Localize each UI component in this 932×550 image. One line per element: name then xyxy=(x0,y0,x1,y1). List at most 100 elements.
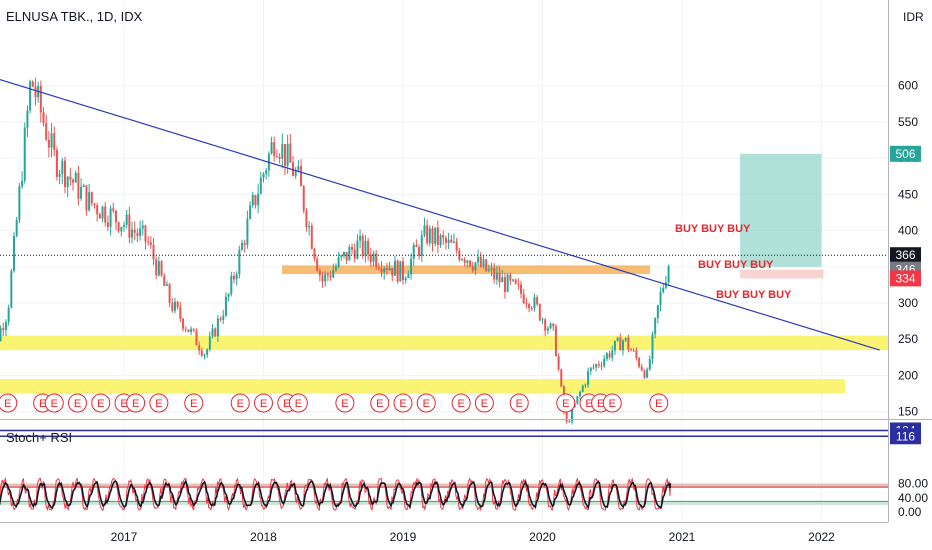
candle-body xyxy=(439,235,442,245)
candle-body xyxy=(345,251,348,261)
candle-body xyxy=(149,242,152,245)
candle-body xyxy=(667,266,670,283)
candle-body xyxy=(334,266,337,271)
candle-body xyxy=(597,364,600,366)
earnings-icon[interactable] xyxy=(474,393,494,413)
candle-body xyxy=(85,185,88,211)
candle-body xyxy=(53,133,56,151)
candle-body xyxy=(214,328,217,337)
candle-body xyxy=(635,350,638,359)
earnings-icon[interactable] xyxy=(0,393,18,413)
candle-body xyxy=(396,260,399,282)
earnings-icon[interactable] xyxy=(556,393,576,413)
stop-box[interactable] xyxy=(740,269,824,279)
candle-body xyxy=(171,302,174,311)
earnings-icon[interactable] xyxy=(126,393,146,413)
earnings-icon[interactable] xyxy=(370,393,390,413)
candle-body xyxy=(356,240,359,259)
candle-body xyxy=(359,235,362,241)
candle-body xyxy=(544,319,547,331)
candle-body xyxy=(15,219,18,236)
candle-body xyxy=(410,258,413,275)
candle-body xyxy=(305,210,308,228)
earnings-icon[interactable] xyxy=(230,393,250,413)
candle-body xyxy=(192,328,195,331)
candle-body xyxy=(533,297,536,309)
candle-body xyxy=(385,268,388,271)
earnings-icon[interactable] xyxy=(149,393,169,413)
candle-body xyxy=(466,260,469,263)
candle-body xyxy=(283,144,286,166)
earnings-icon[interactable] xyxy=(649,393,669,413)
candle-body xyxy=(442,235,445,238)
candle-body xyxy=(324,273,327,282)
candle-layer xyxy=(0,77,670,425)
candle-body xyxy=(241,242,244,250)
earnings-icon[interactable] xyxy=(44,393,64,413)
earnings-icon[interactable] xyxy=(91,393,111,413)
earnings-icon[interactable] xyxy=(393,393,413,413)
candle-body xyxy=(592,367,595,369)
candle-body xyxy=(18,186,21,220)
candle-body xyxy=(579,391,582,397)
earnings-icon[interactable] xyxy=(451,393,471,413)
candle-body xyxy=(557,356,560,370)
candle-body xyxy=(616,337,619,341)
earnings-icon[interactable] xyxy=(68,393,87,413)
earnings-icon-label: E xyxy=(585,398,592,410)
price-badge xyxy=(890,270,921,287)
candle-body xyxy=(447,239,450,243)
candle-body xyxy=(308,225,311,228)
candle-body xyxy=(74,172,77,183)
candle-body xyxy=(525,303,528,305)
price-badge-label: 366 xyxy=(895,248,915,262)
earnings-icon-label: E xyxy=(120,398,127,410)
candle-body xyxy=(640,366,643,371)
y-tick-label: 550 xyxy=(898,115,918,129)
earnings-icon-label: E xyxy=(190,398,197,410)
candle-body xyxy=(224,296,227,316)
earnings-icon-label: E xyxy=(457,398,464,410)
candle-body xyxy=(139,228,142,236)
candle-body xyxy=(391,268,394,276)
candle-body xyxy=(329,275,332,278)
candle-body xyxy=(490,268,493,270)
candle-body xyxy=(632,350,635,352)
candle-body xyxy=(662,287,665,293)
earnings-icon[interactable] xyxy=(416,393,436,413)
earnings-icon-label: E xyxy=(237,398,244,410)
earnings-icon[interactable] xyxy=(335,393,355,413)
earnings-icon[interactable] xyxy=(288,393,308,413)
earnings-icon-label: E xyxy=(74,398,81,410)
earnings-icon-label: E xyxy=(39,398,46,410)
candle-body xyxy=(659,292,662,306)
candle-body xyxy=(249,205,252,219)
x-tick-label: 2018 xyxy=(250,530,277,544)
candle-body xyxy=(125,214,128,225)
y-tick-label: 300 xyxy=(898,296,918,310)
candle-body xyxy=(506,274,509,292)
candle-body xyxy=(251,195,254,206)
candle-body xyxy=(664,282,667,288)
candle-body xyxy=(270,142,273,154)
earnings-icon-label: E xyxy=(260,398,267,410)
earnings-icon[interactable] xyxy=(602,393,622,413)
candle-body xyxy=(565,412,568,422)
earnings-icon[interactable] xyxy=(509,393,529,413)
candle-body xyxy=(26,110,29,128)
candle-body xyxy=(552,323,555,327)
candle-body xyxy=(412,244,415,259)
candle-body xyxy=(654,318,657,335)
earnings-icon[interactable] xyxy=(254,393,273,413)
candle-body xyxy=(643,370,646,378)
downtrend-line[interactable] xyxy=(0,75,880,351)
candle-body xyxy=(377,266,380,269)
candle-body xyxy=(581,385,584,392)
target-box[interactable] xyxy=(740,153,822,267)
price-badge xyxy=(890,428,921,445)
candle-body xyxy=(463,259,466,263)
candle-body xyxy=(211,328,214,337)
earnings-icon[interactable] xyxy=(184,393,204,413)
candle-body xyxy=(98,214,101,219)
